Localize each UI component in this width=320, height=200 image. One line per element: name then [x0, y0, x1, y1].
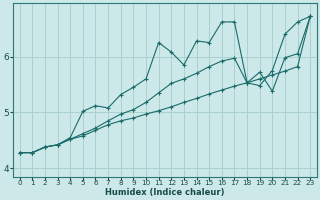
X-axis label: Humidex (Indice chaleur): Humidex (Indice chaleur) [105, 188, 225, 197]
